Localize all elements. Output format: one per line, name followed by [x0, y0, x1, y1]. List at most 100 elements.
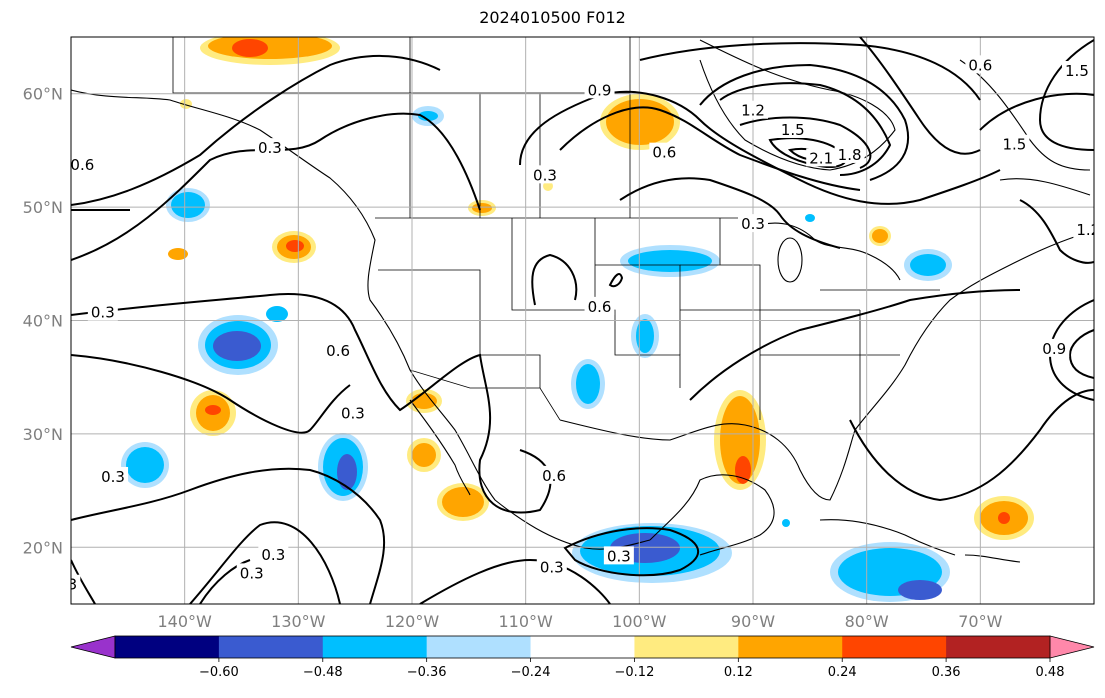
contour-label: 1.5: [1003, 136, 1027, 154]
atlantic-coastline: [854, 234, 1081, 431]
contour-line: [71, 354, 351, 434]
warm-patch: [720, 396, 760, 484]
baja-coastline: [409, 399, 471, 496]
contour-label-bg: [71, 574, 81, 593]
colorbar-segment: [115, 636, 220, 658]
lon-tick-label: 90°W: [731, 612, 775, 631]
lat-tick-label: 30°N: [23, 425, 63, 444]
warm-patch: [872, 229, 888, 243]
lat-tick-label: 20°N: [23, 538, 63, 557]
contour-line: [1068, 329, 1094, 379]
warm-patch: [412, 443, 436, 467]
contour-line: [859, 37, 981, 155]
contour-label: 0.3: [91, 304, 115, 322]
contour-label: 1.2: [1076, 221, 1100, 239]
contour-line: [608, 273, 624, 288]
warm-patch: [606, 99, 674, 145]
contour-labels: 0.60.91.21.52.1 1.80.60.30.60.30.30.60.30…: [71, 55, 1100, 594]
contour-label: 0.3: [607, 547, 631, 565]
contour-label: 0.3: [540, 559, 564, 577]
colorbar-tick-label: 0.12: [724, 665, 753, 680]
contour-label: 0.3: [101, 468, 125, 486]
contour-line: [71, 55, 441, 206]
cool-patch: [418, 111, 438, 121]
gridlines: [71, 37, 1094, 604]
lat-tick-label: 50°N: [23, 198, 63, 217]
contour-line: [849, 389, 1094, 502]
cool-patch: [337, 454, 357, 490]
contour-label: 0.6: [542, 467, 566, 485]
contour-line: [71, 293, 552, 514]
contour-label: 0.3: [741, 215, 765, 233]
contour-label-bg: [965, 55, 996, 74]
lon-tick-label: 120°W: [385, 612, 440, 631]
colorbar-tick-label: 0.48: [1036, 665, 1065, 680]
contour-label: 1.5: [781, 121, 805, 139]
anomaly-shading: [121, 37, 1034, 602]
contour-label-bg: [71, 155, 98, 174]
lon-tick-label: 100°W: [612, 612, 667, 631]
contour-line: [1019, 199, 1094, 264]
contour-line: [979, 92, 1094, 131]
latitude-labels: 60°N 50°N 40°N 30°N 20°N: [23, 85, 63, 558]
lake-michigan: [777, 237, 803, 283]
hudson-bay-coastline: [699, 39, 896, 171]
contour-label: 0.3: [258, 139, 282, 157]
cool-patch: [576, 364, 600, 404]
lon-tick-label: 70°W: [958, 612, 1002, 631]
contour-label-bg: [738, 100, 768, 119]
contour-label-bg: [1061, 61, 1092, 80]
cool-patch: [628, 250, 712, 272]
colorbar-tick-label: −0.36: [407, 665, 447, 680]
warm-patch: [232, 39, 268, 57]
cool-patch: [910, 254, 946, 276]
warm-patch: [168, 248, 188, 260]
contour-label-bg: [584, 296, 615, 315]
contour-label: 0.3: [341, 404, 365, 422]
colorbar-extend-high: [1049, 635, 1095, 659]
political-borders: [172, 37, 940, 430]
contour-label-bg: [1073, 219, 1094, 238]
contour-label-bg: [777, 119, 808, 138]
hispaniola-coastline: [964, 554, 1021, 563]
contour-label: 0.6: [652, 144, 676, 162]
warm-patch: [180, 99, 192, 109]
lon-tick-label: 110°W: [498, 612, 553, 631]
cool-patch: [805, 214, 815, 222]
warm-patch: [998, 512, 1010, 524]
cool-patch: [898, 580, 942, 600]
contour-line: [559, 106, 861, 191]
contour-label-bg: [738, 214, 768, 233]
contour-line: [699, 63, 910, 181]
labrador-coastline: [959, 59, 1091, 171]
contour-label: 0.3: [533, 166, 557, 184]
colorbar-tick-label: −0.48: [303, 665, 343, 680]
contour-label-bg: [584, 80, 615, 99]
lon-tick-label: 130°W: [271, 612, 326, 631]
colorbar-tick-label: −0.12: [615, 665, 655, 680]
contour-label: 0.3: [261, 546, 285, 564]
warm-patch: [472, 203, 492, 213]
contour-label-bg: [806, 148, 837, 167]
cool-patch: [782, 519, 790, 527]
map-frame: [70, 36, 1095, 605]
colorbar-segment: [218, 636, 324, 658]
colorbar-segment: [634, 636, 739, 658]
contour-label-bg: [1039, 338, 1070, 357]
colorbar-segment: [842, 636, 947, 658]
lon-tick-label: 80°W: [845, 612, 889, 631]
colorbar-extend-low: [70, 635, 116, 659]
contour-line: [1038, 39, 1094, 151]
colorbar-segment: [322, 636, 428, 658]
cool-patch: [636, 319, 654, 353]
gulf-coastline: [559, 419, 856, 501]
contour-line: [768, 137, 847, 168]
warm-patch: [286, 240, 304, 252]
contour-label-bg: [254, 138, 285, 157]
central-state-borders: [680, 264, 900, 430]
colorbar-frame: [114, 635, 1051, 659]
colorbar-tick-label: −0.60: [199, 665, 239, 680]
warm-patch: [205, 405, 221, 415]
cool-patch: [266, 306, 288, 322]
